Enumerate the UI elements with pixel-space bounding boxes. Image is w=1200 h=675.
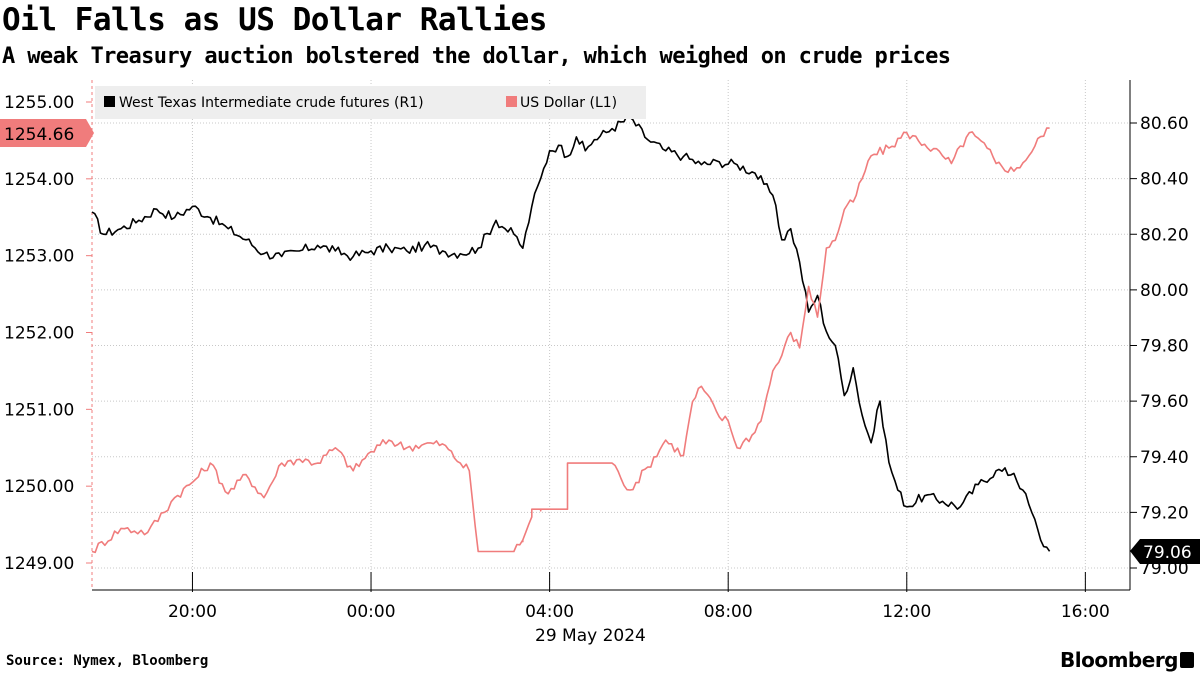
last-value-left: 1254.66	[0, 119, 94, 147]
axes	[86, 80, 1137, 592]
last-value-right-tag	[1130, 539, 1200, 564]
left-tick-label: 1249.00	[4, 554, 74, 574]
right-tick-label: 79.60	[1140, 392, 1189, 412]
x-tick-label: 00:00	[347, 602, 396, 622]
left-tick-label: 1252.00	[4, 324, 74, 344]
series-line-usd	[91, 127, 1050, 554]
last-value-right: 79.06	[1130, 539, 1200, 564]
tick-labels: 79.0079.2079.4079.6079.8080.0080.2080.40…	[4, 93, 1189, 622]
right-tick-label: 79.40	[1140, 448, 1189, 468]
right-tick-label: 80.00	[1140, 281, 1189, 301]
right-tick-label: 79.20	[1140, 503, 1189, 523]
legend: West Texas Intermediate crude futures (R…	[95, 86, 646, 119]
left-tick-label: 1251.00	[4, 400, 74, 420]
series-line-wti	[91, 114, 1051, 552]
bloomberg-terminal-icon	[1180, 652, 1194, 668]
x-tick-label: 20:00	[168, 602, 217, 622]
bloomberg-logo: Bloomberg	[1060, 648, 1178, 672]
left-tick-label: 1255.00	[4, 93, 74, 113]
last-value-left-tag	[0, 119, 94, 147]
legend-label-oil: West Texas Intermediate crude futures (R…	[119, 95, 424, 111]
legend-swatch-dollar	[506, 96, 517, 107]
right-tick-label: 80.40	[1140, 170, 1189, 190]
gridlines	[92, 80, 1130, 590]
chart-title: Oil Falls as US Dollar Rallies	[2, 2, 547, 38]
series-lines	[91, 114, 1051, 554]
right-tick-label: 80.60	[1140, 114, 1189, 134]
x-tick-label: 04:00	[525, 602, 574, 622]
legend-swatch-oil	[104, 96, 115, 107]
left-tick-label: 1250.00	[4, 477, 74, 497]
legend-box	[95, 86, 646, 119]
right-tick-label: 79.80	[1140, 337, 1189, 357]
right-tick-label: 80.20	[1140, 225, 1189, 245]
left-tick-label: 1254.00	[4, 170, 74, 190]
left-tick-label: 1253.00	[4, 247, 74, 267]
source-note: Source: Nymex, Bloomberg	[6, 653, 209, 669]
x-tick-label: 16:00	[1061, 602, 1110, 622]
x-tick-label: 12:00	[882, 602, 931, 622]
legend-label-dollar: US Dollar (L1)	[520, 95, 617, 111]
last-value-right-label: 79.06	[1143, 543, 1192, 563]
chart-subtitle: A weak Treasury auction bolstered the do…	[2, 44, 951, 69]
last-value-left-label: 1254.66	[4, 125, 74, 145]
x-axis-date-label: 29 May 2024	[535, 626, 646, 646]
x-tick-label: 08:00	[704, 602, 753, 622]
